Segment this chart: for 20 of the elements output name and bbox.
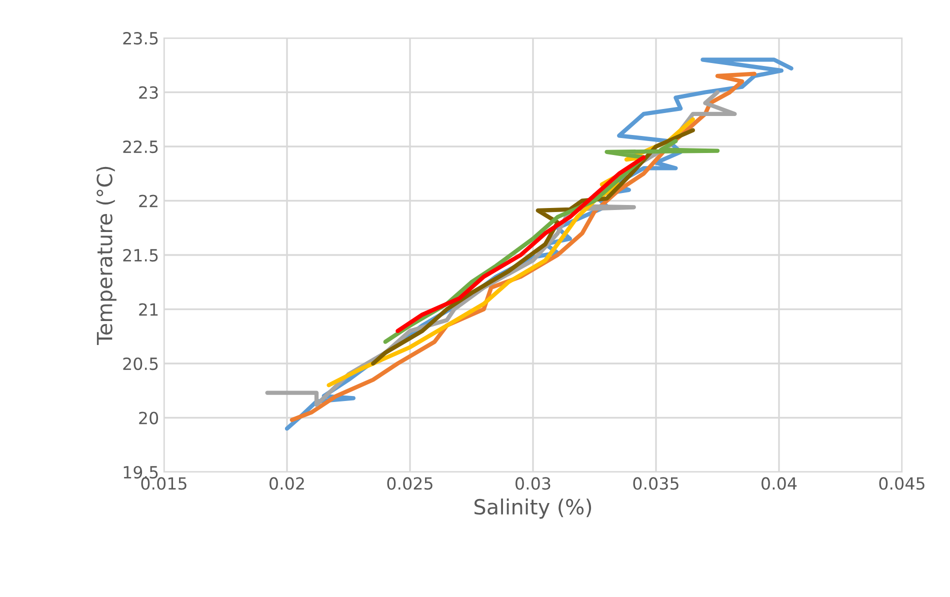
line-series bbox=[396, 155, 646, 334]
line-series bbox=[371, 128, 695, 366]
x-axis-title: Salinity (%) bbox=[474, 498, 592, 519]
y-tick-label: 21.5 bbox=[123, 248, 158, 262]
y-tick-label: 23 bbox=[139, 86, 158, 99]
x-tick-label: 0.045 bbox=[879, 477, 924, 490]
x-tick-label: 0.035 bbox=[633, 477, 678, 490]
y-tick-label: 20 bbox=[139, 412, 158, 424]
y-tick-label: 21 bbox=[139, 303, 158, 316]
y-tick-label: 19.5 bbox=[124, 466, 158, 479]
y-tick-label: 20.5 bbox=[123, 357, 158, 370]
y-tick-label: 22.5 bbox=[123, 140, 158, 154]
y-axis-title: Temperature (°C) bbox=[96, 166, 116, 345]
x-tick-label: 0.04 bbox=[762, 477, 797, 490]
x-tick-label: 0.02 bbox=[270, 477, 304, 490]
y-tick-label: 23.5 bbox=[123, 32, 158, 45]
x-tick-label: 0.025 bbox=[387, 477, 432, 490]
x-tick-label: 0.03 bbox=[516, 477, 550, 490]
x-tick-label: 0.015 bbox=[141, 477, 186, 490]
y-tick-label: 22 bbox=[139, 194, 158, 208]
